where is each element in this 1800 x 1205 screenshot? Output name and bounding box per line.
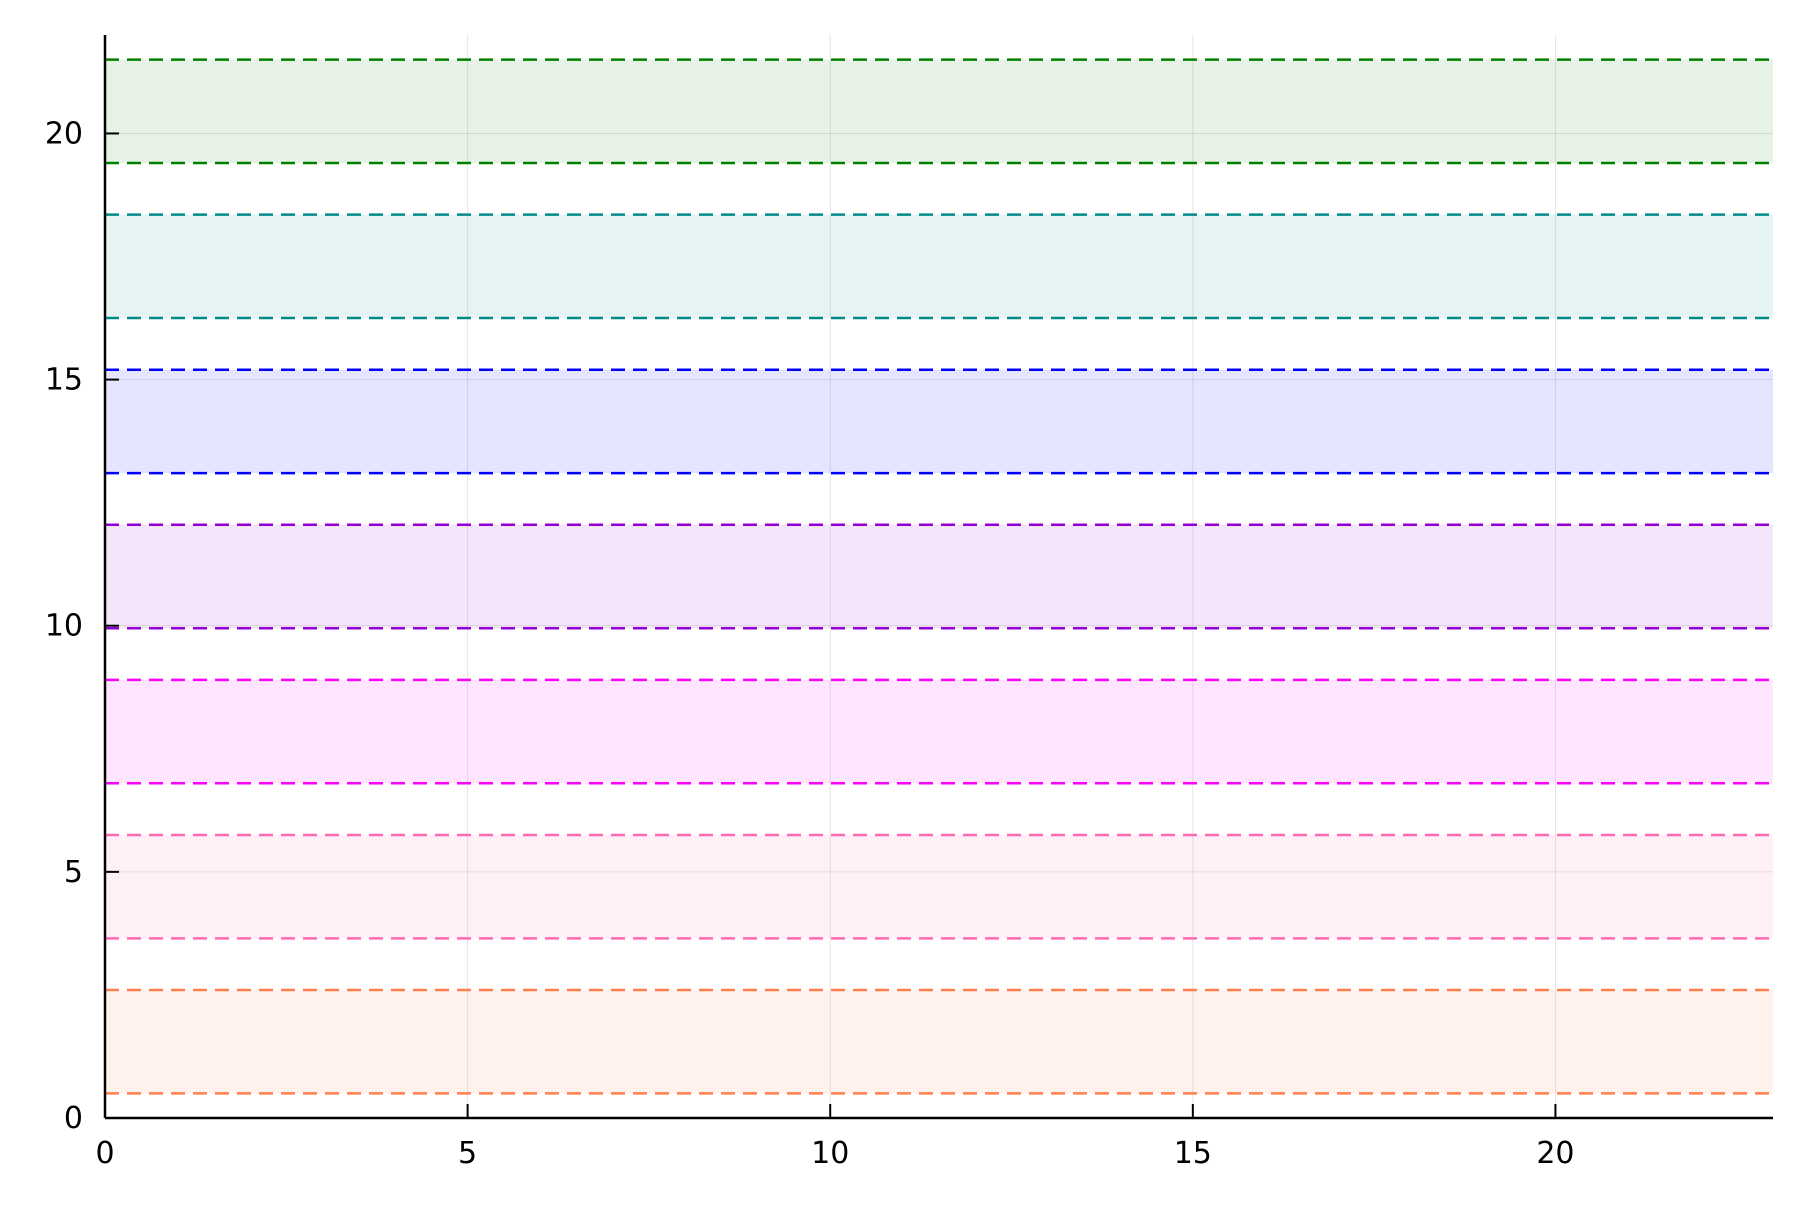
- y-tick-label: 5: [64, 855, 83, 890]
- band-fill-1: [105, 990, 1773, 1094]
- y-tick-label: 20: [45, 116, 83, 151]
- y-tick-label: 10: [45, 609, 83, 644]
- band-fill-3: [105, 679, 1773, 784]
- tick-layer: 0 5 10 15 20 0 5 10 15 20: [45, 116, 1575, 1171]
- x-tick-label: 10: [811, 1136, 849, 1171]
- band-layer: [105, 58, 1773, 1095]
- x-tick-label: 15: [1174, 1136, 1212, 1171]
- y-tick-label: 0: [64, 1101, 83, 1136]
- y-tick-label: 15: [45, 363, 83, 398]
- x-tick-label: 0: [95, 1136, 114, 1171]
- x-tick-label: 5: [458, 1136, 477, 1171]
- band-fill-6: [105, 214, 1773, 319]
- band-fill-5: [105, 369, 1773, 474]
- band-fill-2: [105, 834, 1773, 939]
- axis-layer: [103, 35, 1773, 1120]
- x-tick-label: 20: [1536, 1136, 1574, 1171]
- band-fill-7: [105, 59, 1773, 163]
- band-fill-4: [105, 524, 1773, 629]
